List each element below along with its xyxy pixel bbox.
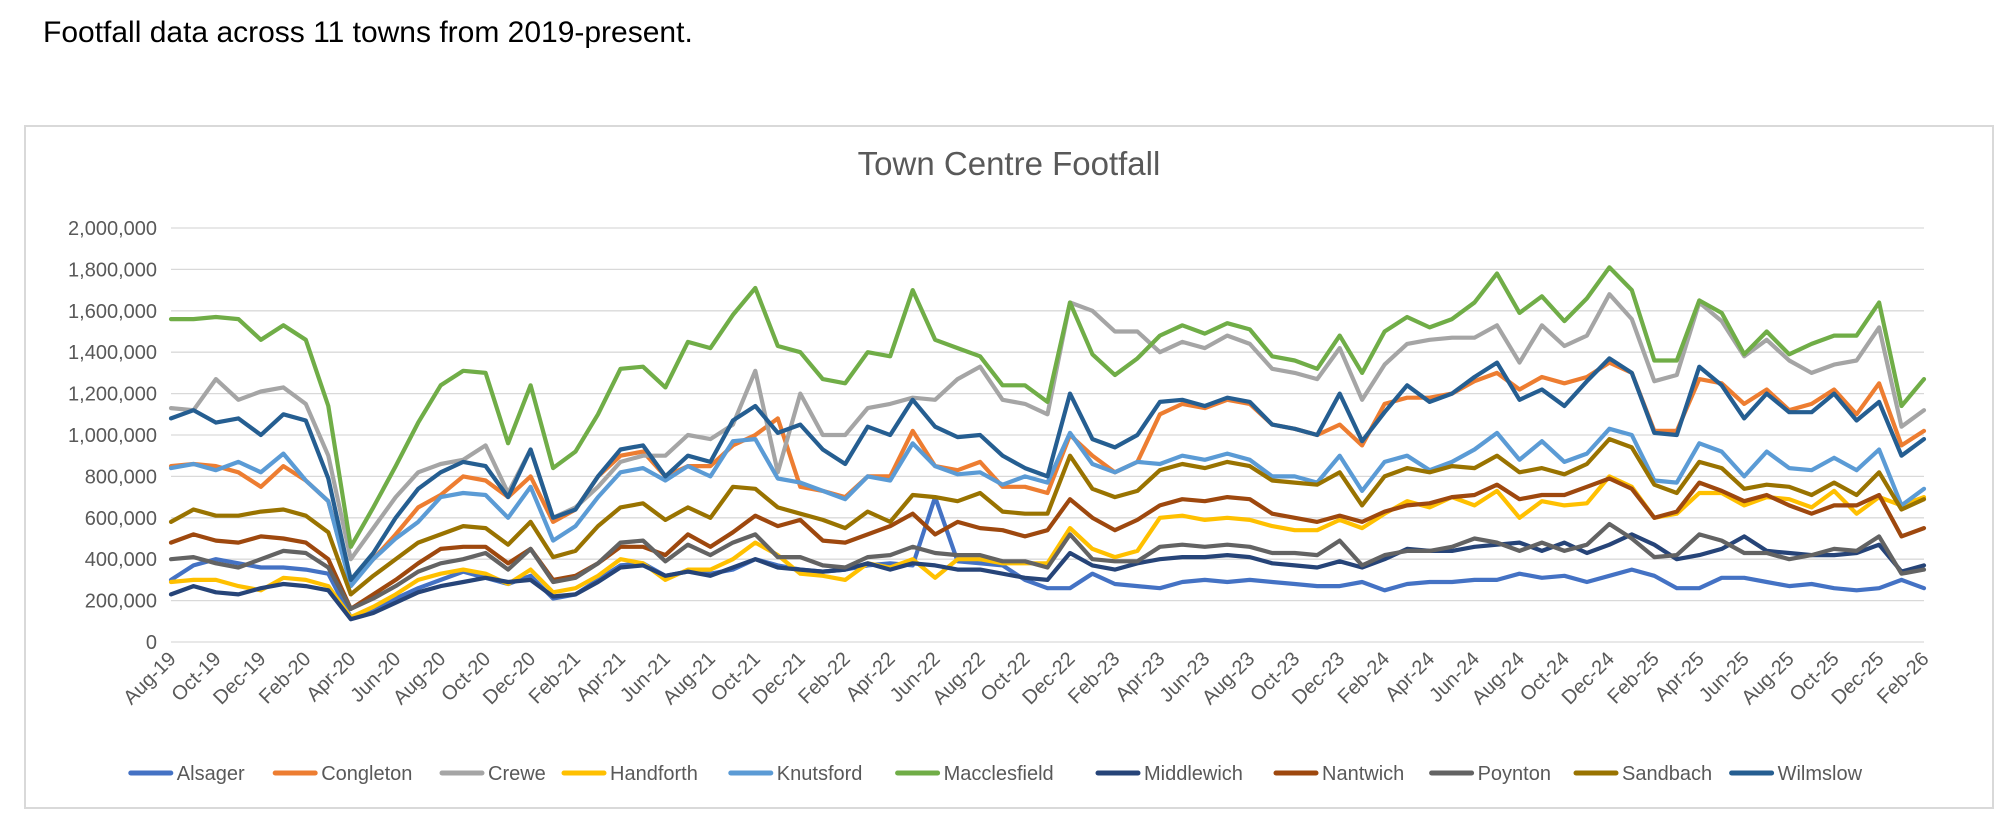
y-tick-label: 2,000,000: [68, 218, 157, 240]
page-intro-text: Footfall data across 11 towns from 2019-…: [43, 16, 693, 49]
y-tick-label: 1,400,000: [68, 342, 157, 364]
x-tick-label: Feb-21: [525, 648, 585, 708]
town-footfall-line-chart: Town Centre Footfall 0 200,000 400,000 600,…: [68, 145, 1934, 785]
x-tick-label: Feb-20: [255, 648, 315, 708]
series-line-wilmslow: [168, 356, 1927, 582]
legend-item-macclesfield: Macclesfield: [895, 763, 1054, 785]
legend-item-crewe: Crewe: [439, 763, 546, 785]
legend: Alsager Congleton Crewe Handforth Knutsford M…: [128, 763, 1863, 785]
legend-label: Wilmslow: [1778, 763, 1863, 785]
y-tick-label: 400,000: [85, 549, 157, 571]
legend-label: Crewe: [488, 763, 546, 785]
legend-label: Handforth: [610, 763, 698, 785]
y-tick-label: 800,000: [85, 466, 157, 488]
series-line-poynton: [168, 521, 1927, 611]
series-line-macclesfield: [168, 265, 1927, 549]
legend-item-handforth: Handforth: [561, 763, 698, 785]
y-tick-label: 600,000: [85, 508, 157, 530]
legend-item-congleton: Congleton: [272, 763, 412, 785]
legend-item-nantwich: Nantwich: [1273, 763, 1404, 785]
legend-label: Sandbach: [1622, 763, 1712, 785]
y-tick-label: 1,600,000: [68, 301, 157, 323]
x-tick-label: Aug-19: [119, 648, 180, 709]
x-axis-tick-labels: Aug-19Oct-19Dec-19Feb-20Apr-20Jun-20Aug-…: [119, 648, 1933, 709]
legend-item-poynton: Poynton: [1429, 763, 1551, 785]
legend-item-sandbach: Sandbach: [1573, 763, 1712, 785]
x-tick-label: Feb-24: [1334, 648, 1394, 708]
legend-label: Middlewich: [1144, 763, 1243, 785]
series-line-knutsford: [168, 426, 1927, 589]
series-line-middlewich: [168, 532, 1927, 622]
legend-label: Nantwich: [1322, 763, 1404, 785]
legend-item-alsager: Alsager: [128, 763, 245, 785]
y-tick-label: 1,200,000: [68, 384, 157, 406]
legend-label: Knutsford: [777, 763, 863, 785]
legend-label: Poynton: [1478, 763, 1551, 785]
legend-item-wilmslow: Wilmslow: [1729, 763, 1863, 785]
y-tick-label: 1,800,000: [68, 259, 157, 281]
chart-container: Town Centre Footfall 0 200,000 400,000 600,…: [24, 125, 1994, 809]
series-lines: [168, 265, 1927, 622]
legend-label: Alsager: [177, 763, 245, 785]
legend-item-middlewich: Middlewich: [1095, 763, 1243, 785]
series-line-sandbach: [168, 437, 1927, 597]
series-line-crewe: [168, 292, 1927, 562]
y-tick-label: 1,000,000: [68, 425, 157, 447]
y-tick-label: 0: [146, 632, 157, 654]
legend-label: Macclesfield: [944, 763, 1054, 785]
series-line-nantwich: [168, 476, 1927, 611]
x-tick-label: Feb-22: [794, 648, 854, 708]
x-tick-label: Feb-23: [1064, 648, 1124, 708]
x-tick-label: Feb-25: [1603, 648, 1663, 708]
y-tick-label: 200,000: [85, 591, 157, 613]
chart-title: Town Centre Footfall: [858, 145, 1161, 182]
legend-label: Congleton: [321, 763, 412, 785]
y-axis-tick-labels: 0 200,000 400,000 600,000 800,000 1,000,000 1,…: [68, 218, 157, 654]
x-tick-label: Feb-26: [1873, 648, 1933, 708]
legend-item-knutsford: Knutsford: [728, 763, 863, 785]
